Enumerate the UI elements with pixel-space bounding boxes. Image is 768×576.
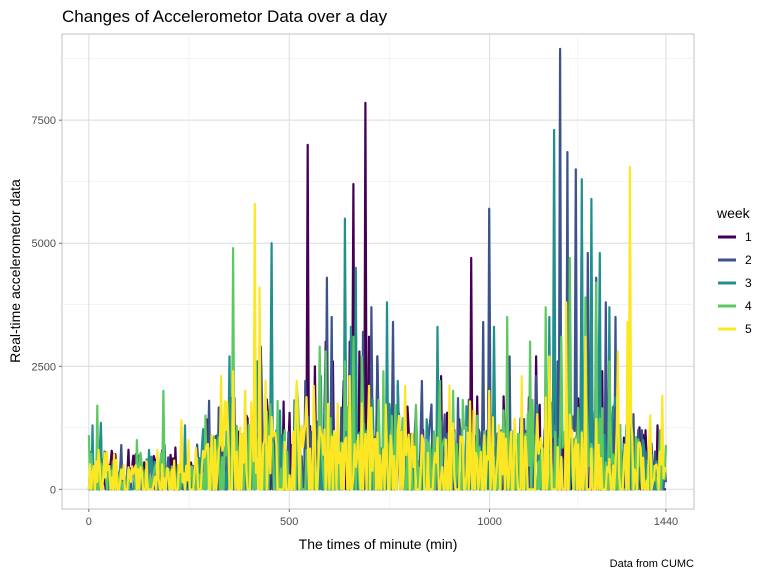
legend: week 1 2 3 4 5 [716, 205, 752, 336]
y-tick-label: 2500 [32, 361, 56, 373]
chart-title: Changes of Accelerometor Data over a day [62, 7, 388, 26]
series-line-week-3 [88, 128, 667, 491]
legend-label-week-3: 3 [745, 276, 752, 290]
x-tick-label: 1000 [477, 516, 501, 528]
series-layer [87, 47, 667, 491]
y-tick-label: 7500 [32, 115, 56, 127]
x-tick-label: 1440 [654, 516, 678, 528]
y-tick-label: 0 [50, 484, 56, 496]
x-axis: 0 500 1000 1440 [86, 509, 678, 528]
legend-label-week-1: 1 [745, 230, 752, 244]
y-axis: 0 2500 5000 7500 [32, 115, 62, 496]
x-tick-label: 0 [86, 516, 92, 528]
y-axis-title: Real-time accelerometor data [7, 179, 23, 363]
legend-label-week-2: 2 [745, 253, 752, 267]
x-tick-label: 500 [280, 516, 298, 528]
legend-label-week-5: 5 [745, 322, 752, 336]
legend-label-week-4: 4 [745, 299, 752, 313]
y-tick-label: 5000 [32, 238, 56, 250]
x-axis-title: The times of minute (min) [299, 536, 458, 552]
series-line-week-5 [87, 165, 667, 491]
legend-title: week [716, 205, 751, 221]
chart-caption: Data from CUMC [610, 558, 694, 570]
